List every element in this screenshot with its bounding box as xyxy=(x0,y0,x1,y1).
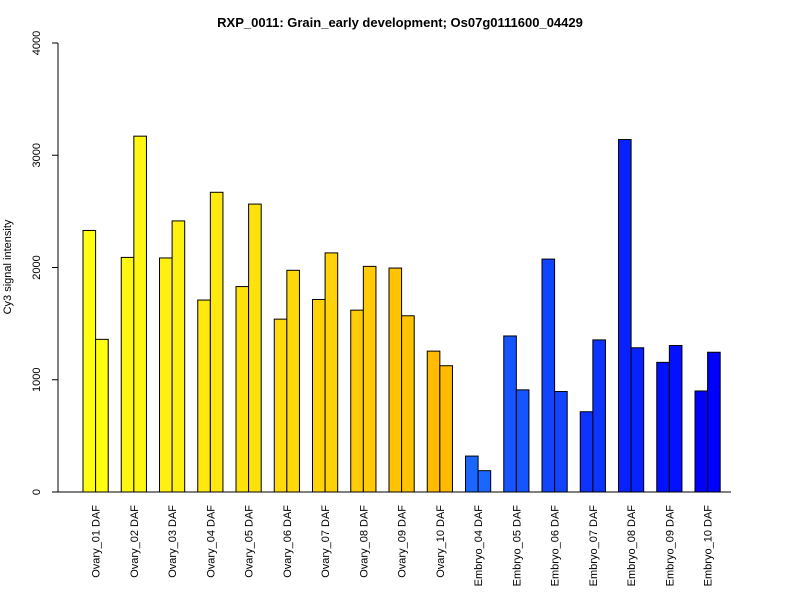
category-label: Ovary_07 DAF xyxy=(320,505,332,578)
bar xyxy=(694,390,709,493)
bar xyxy=(503,335,517,493)
category-label: Ovary_05 DAF xyxy=(244,505,256,578)
bar xyxy=(235,286,250,493)
bar xyxy=(554,391,568,493)
bar xyxy=(592,339,606,493)
bar xyxy=(133,135,147,493)
bar xyxy=(159,257,173,493)
chart-title: RXP_0011: Grain_early development; Os07g… xyxy=(217,15,583,30)
bar xyxy=(579,411,594,493)
category-label: Embryo_04 DAF xyxy=(473,505,485,587)
category-label: Ovary_10 DAF xyxy=(435,505,447,578)
bar xyxy=(707,351,721,493)
bar xyxy=(350,309,364,493)
bar xyxy=(209,191,224,493)
category-label: Ovary_02 DAF xyxy=(129,505,141,578)
bar xyxy=(362,265,377,493)
y-tick-label: 4000 xyxy=(31,31,43,55)
bar xyxy=(312,298,326,493)
category-label: Embryo_09 DAF xyxy=(664,505,676,587)
bar xyxy=(477,470,492,493)
bar xyxy=(515,389,530,493)
y-tick-label: 1000 xyxy=(31,368,43,392)
bar xyxy=(171,220,186,493)
bar xyxy=(197,299,211,493)
bars xyxy=(82,135,721,493)
bar xyxy=(324,252,339,493)
category-label: Embryo_07 DAF xyxy=(588,505,600,587)
category-label: Embryo_05 DAF xyxy=(511,505,523,587)
bar xyxy=(273,318,288,493)
bar xyxy=(248,203,262,493)
y-axis: 0 1000 2000 3000 4000 xyxy=(31,31,59,495)
category-label: Embryo_10 DAF xyxy=(703,505,715,587)
bar xyxy=(541,258,556,493)
bar xyxy=(656,361,670,493)
category-label: Ovary_08 DAF xyxy=(358,505,370,578)
y-tick-label: 0 xyxy=(31,489,43,495)
bar xyxy=(668,345,683,493)
y-tick-label: 2000 xyxy=(31,255,43,279)
bar xyxy=(401,315,415,493)
bar xyxy=(388,267,403,493)
bar xyxy=(465,455,479,493)
bar xyxy=(426,350,441,493)
bar xyxy=(95,338,109,493)
bar xyxy=(439,365,453,493)
bar xyxy=(618,139,632,493)
category-label: Ovary_01 DAF xyxy=(91,505,103,578)
bar xyxy=(286,269,300,493)
category-label: Ovary_04 DAF xyxy=(205,505,217,578)
y-axis-label: Cy3 signal intensity xyxy=(2,219,14,314)
bar xyxy=(630,347,645,493)
category-label: Embryo_08 DAF xyxy=(626,505,638,587)
category-label: Ovary_03 DAF xyxy=(167,505,179,578)
category-label: Ovary_09 DAF xyxy=(397,505,409,578)
bar xyxy=(120,256,135,493)
category-label: Ovary_06 DAF xyxy=(282,505,294,578)
bar xyxy=(82,229,97,493)
category-label: Embryo_06 DAF xyxy=(550,505,562,587)
y-tick-label: 3000 xyxy=(31,143,43,167)
category-labels: Ovary_01 DAF Ovary_02 DAF Ovary_03 DAF Ovar… xyxy=(91,505,715,587)
